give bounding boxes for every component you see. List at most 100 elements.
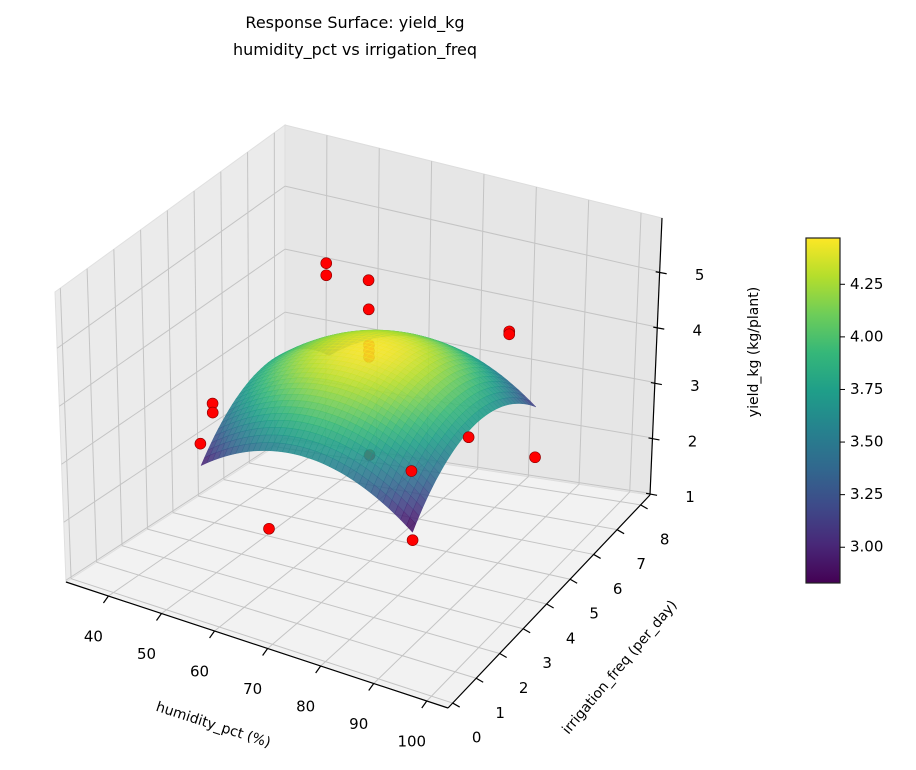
z-tick-label: 2 — [688, 432, 698, 450]
x-tick-label: 90 — [349, 715, 368, 733]
gridline-x — [426, 491, 631, 702]
gridline-z — [61, 311, 286, 465]
z-tick — [653, 326, 665, 330]
response-surface — [200, 329, 537, 533]
z-tick — [655, 271, 667, 275]
y-tick-label: 5 — [589, 605, 599, 623]
scatter-point — [320, 269, 333, 282]
x-tick-label: 50 — [137, 645, 156, 663]
chart-title: Response Surface: yield_kg — [245, 13, 465, 32]
z-tick-label: 3 — [690, 377, 700, 395]
x-axis-label: humidity_pct (%) — [154, 699, 273, 751]
scatter-point — [362, 274, 375, 287]
colorbar-tick-label: 3.25 — [850, 485, 883, 503]
gridline-z — [56, 185, 286, 349]
gridline-x — [267, 468, 478, 649]
z-tick-label: 5 — [695, 266, 705, 284]
gridline-y — [96, 561, 477, 679]
x-tick — [102, 595, 109, 604]
scatter-point — [362, 303, 375, 316]
scatter-point — [263, 522, 275, 535]
x-tick — [315, 665, 322, 674]
gridline-y — [249, 462, 618, 531]
gridline-z — [284, 311, 655, 384]
gridline-x — [108, 445, 326, 597]
colorbar-tick-label: 3.75 — [850, 380, 883, 398]
gridline-y — [172, 512, 547, 605]
x-tick-label: 80 — [296, 698, 315, 716]
gridline-y — [113, 249, 123, 546]
y-tick-label: 3 — [542, 654, 552, 672]
scatter-visible — [194, 257, 516, 535]
x-tick-label: 40 — [84, 628, 103, 646]
y-tick — [452, 702, 460, 708]
y-tick — [616, 529, 625, 535]
gridline-x — [578, 199, 590, 485]
z-tick — [650, 381, 662, 386]
x-tick — [368, 683, 375, 691]
x-tick — [156, 613, 162, 621]
colorbar-tick-label: 4.00 — [850, 327, 883, 345]
y-tick — [640, 504, 648, 510]
x-tick-label: 60 — [190, 663, 209, 681]
scatter-point — [462, 431, 475, 444]
scatter-point — [405, 465, 418, 477]
scatter-point — [529, 451, 541, 464]
gridline-z — [284, 248, 658, 328]
colorbar-tick-label: 3.50 — [850, 433, 883, 451]
gridline-y — [140, 229, 148, 530]
x-tick-label: 100 — [397, 733, 426, 751]
x-tick — [209, 630, 216, 639]
gridline-y — [121, 545, 500, 654]
y-tick-label: 2 — [519, 679, 529, 697]
y-axis-line — [447, 494, 651, 709]
y-tick — [522, 628, 531, 634]
surface-facet — [406, 517, 417, 533]
gridline-y — [70, 578, 453, 704]
y-tick-label: 4 — [566, 629, 576, 647]
gridline-z — [65, 437, 286, 581]
y-tick — [569, 578, 578, 584]
y-tick-label: 0 — [472, 729, 482, 747]
colorbar: 3.00 3.25 3.50 3.75 4.00 4.25 — [805, 237, 883, 584]
y-tick — [499, 652, 507, 659]
colorbar-tick-label: 3.00 — [850, 538, 883, 556]
gridline-x — [320, 476, 529, 667]
chart-subtitle: humidity_pct vs irrigation_freq — [232, 40, 478, 59]
colorbar-tick-label: 4.25 — [850, 275, 883, 293]
z-axis-label: yield_kg (kg/plant) — [746, 287, 762, 417]
y-tick-label: 7 — [636, 555, 646, 573]
z-tick — [645, 492, 658, 496]
scatter-point — [194, 437, 207, 450]
y-tick-label: 1 — [495, 704, 505, 722]
x-tick-label: 70 — [243, 680, 262, 698]
gridline-y — [166, 210, 174, 513]
x-axis-line — [65, 581, 449, 709]
gridline-y — [147, 528, 524, 630]
z-tick — [648, 437, 660, 441]
gridline-x — [373, 483, 580, 684]
y-tick — [546, 603, 554, 609]
z-tick-label: 4 — [692, 322, 702, 340]
gridline-x — [527, 186, 537, 477]
z-tick-label: 1 — [685, 488, 695, 506]
x-tick — [421, 700, 428, 709]
gridline-y — [59, 288, 72, 579]
gridline-x — [629, 212, 642, 492]
scatter-point — [406, 534, 419, 546]
y-tick-label: 8 — [660, 530, 670, 548]
y-tick-label: 6 — [613, 580, 623, 598]
y-axis-label: irrigation_freq (per_day) — [559, 597, 680, 737]
x-tick — [262, 648, 269, 656]
scatter-point — [320, 257, 333, 269]
z-axis-line — [649, 217, 663, 496]
gridline-z — [59, 248, 286, 407]
colorbar-gradient — [805, 237, 841, 584]
scatter-point — [503, 328, 516, 341]
y-tick — [475, 677, 484, 683]
y-tick — [593, 553, 601, 559]
gridline-y — [198, 495, 571, 580]
gridline-z — [284, 185, 660, 273]
